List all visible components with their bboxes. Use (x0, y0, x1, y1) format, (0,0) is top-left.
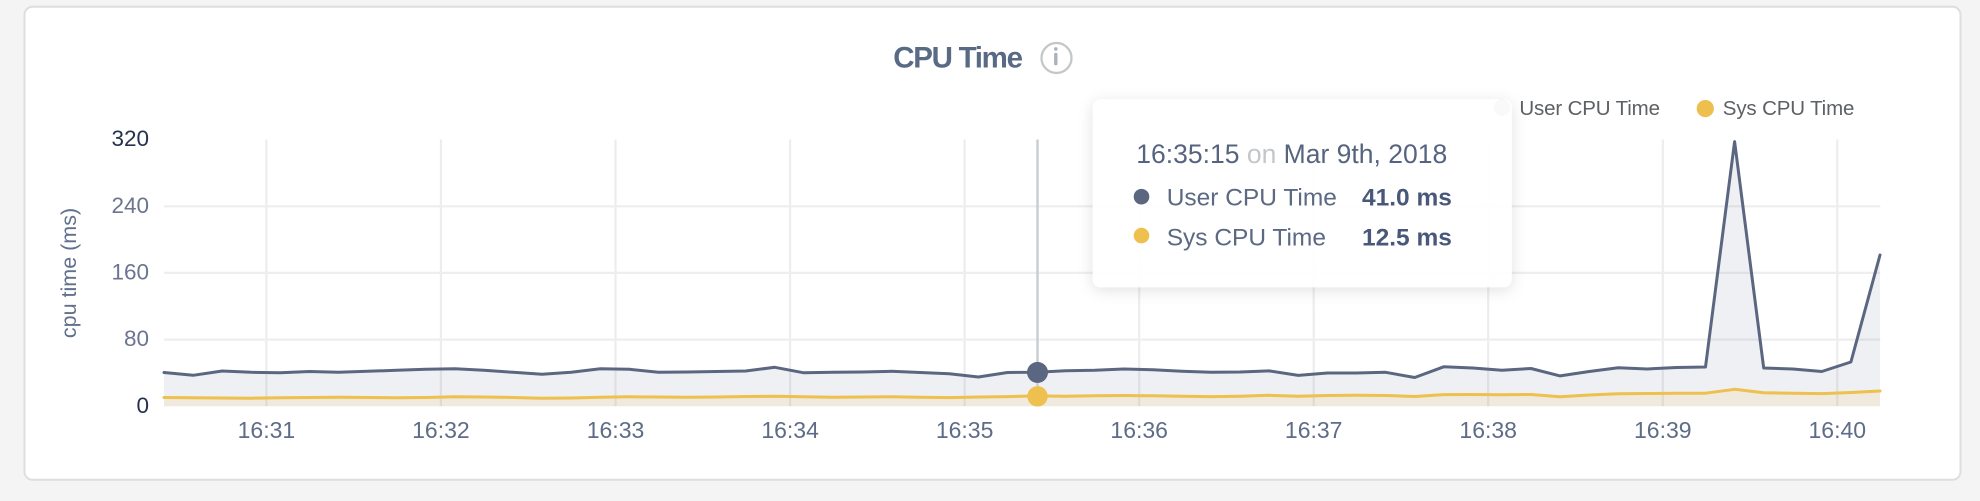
svg-text:41.0 ms: 41.0 ms (1362, 185, 1452, 212)
svg-text:16:38: 16:38 (1459, 417, 1517, 443)
svg-text:16:40: 16:40 (1809, 417, 1867, 443)
svg-text:0: 0 (136, 393, 149, 418)
svg-text:160: 160 (111, 259, 149, 284)
svg-text:User CPU Time: User CPU Time (1519, 97, 1659, 120)
svg-text:16:34: 16:34 (761, 417, 819, 443)
svg-text:CPU Time: CPU Time (893, 42, 1022, 75)
svg-text:12.5 ms: 12.5 ms (1362, 225, 1452, 252)
svg-text:320: 320 (111, 126, 149, 151)
svg-text:User CPU Time: User CPU Time (1167, 185, 1337, 212)
svg-text:16:33: 16:33 (587, 417, 645, 443)
svg-text:16:35:15 on Mar 9th, 2018: 16:35:15 on Mar 9th, 2018 (1136, 139, 1447, 169)
svg-text:240: 240 (111, 193, 149, 218)
svg-text:16:39: 16:39 (1634, 417, 1692, 443)
svg-text:16:32: 16:32 (412, 417, 470, 443)
svg-text:Sys CPU Time: Sys CPU Time (1723, 97, 1854, 120)
svg-text:Sys CPU Time: Sys CPU Time (1167, 225, 1326, 252)
svg-text:80: 80 (124, 326, 149, 351)
svg-text:16:35: 16:35 (936, 417, 994, 443)
svg-text:16:31: 16:31 (238, 417, 296, 443)
svg-text:16:36: 16:36 (1110, 417, 1168, 443)
svg-text:16:37: 16:37 (1285, 417, 1343, 443)
svg-text:cpu time (ms): cpu time (ms) (57, 208, 81, 338)
